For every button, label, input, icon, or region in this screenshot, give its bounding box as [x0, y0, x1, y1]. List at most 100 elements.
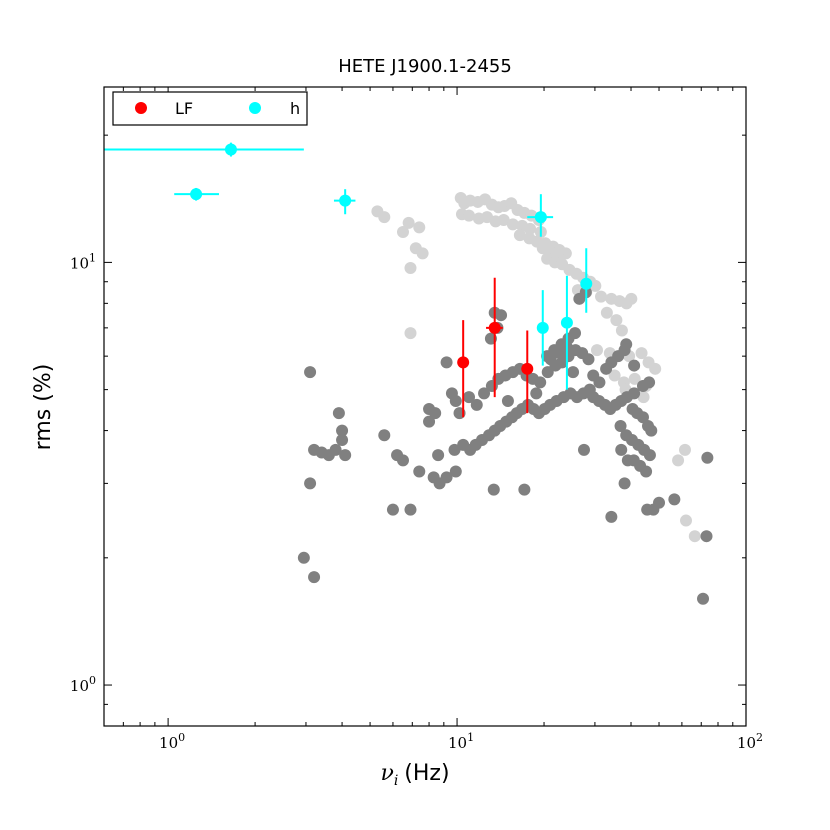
data-point	[636, 411, 649, 424]
data-point	[336, 433, 349, 446]
data-point	[628, 387, 641, 400]
data-point	[614, 420, 627, 433]
data-point	[413, 465, 426, 478]
data-point	[501, 394, 514, 407]
data-point	[440, 471, 453, 484]
data-point	[304, 477, 317, 490]
data-point	[577, 443, 590, 456]
data-point	[396, 454, 409, 467]
data-point	[534, 211, 547, 224]
data-point	[534, 376, 547, 389]
data-point	[190, 188, 203, 201]
data-point	[678, 443, 691, 456]
x-tick-label: 100	[159, 731, 185, 752]
data-point	[621, 454, 634, 467]
data-point	[386, 503, 399, 516]
data-point	[423, 415, 436, 428]
x-tick-label: 102	[737, 731, 763, 752]
data-point	[413, 221, 426, 234]
data-point	[404, 261, 417, 274]
data-point	[643, 449, 656, 462]
data-point	[628, 372, 641, 385]
data-point	[457, 356, 470, 369]
data-point	[560, 316, 573, 329]
data-point	[580, 277, 593, 290]
data-point	[700, 530, 713, 543]
legend-marker-h	[249, 102, 261, 114]
data-point	[463, 209, 476, 222]
data-point	[524, 222, 537, 235]
plot-frame	[103, 86, 747, 727]
data-point	[404, 327, 417, 340]
x-axis-unit: (Hz)	[404, 761, 449, 786]
data-point	[649, 362, 662, 375]
data-point	[488, 321, 501, 334]
data-point	[600, 306, 613, 319]
data-point	[521, 362, 534, 375]
data-point	[429, 407, 442, 420]
data-point	[544, 353, 557, 366]
data-point	[618, 477, 631, 490]
data-point	[336, 424, 349, 437]
data-point	[653, 496, 666, 509]
data-point	[620, 338, 633, 351]
data-point	[297, 551, 310, 564]
data-point	[697, 592, 710, 605]
data-point	[590, 344, 603, 357]
data-point	[688, 530, 701, 543]
data-point	[640, 465, 653, 478]
data-point	[506, 218, 519, 231]
data-point	[339, 449, 352, 462]
data-point	[378, 211, 391, 224]
legend-label-lf: LF	[175, 99, 193, 118]
legend: LF h	[112, 91, 308, 126]
data-point	[378, 429, 391, 442]
chart-title: HETE J1900.1-2455	[338, 56, 512, 77]
data-point	[416, 247, 429, 260]
data-point	[396, 226, 409, 239]
data-point	[608, 369, 621, 382]
legend-label-h: h	[290, 99, 300, 118]
data-point	[470, 398, 483, 411]
data-point	[610, 314, 623, 327]
series-h	[104, 142, 593, 390]
axis-ticks	[103, 87, 747, 727]
data-point	[605, 510, 618, 523]
data-point	[329, 443, 342, 456]
data-point	[332, 407, 345, 420]
x-axis-symbol: ν	[380, 761, 393, 786]
data-point	[448, 443, 461, 456]
series-dark-gray	[297, 286, 714, 605]
data-point	[402, 216, 415, 229]
x-axis-label: νi (Hz)	[380, 761, 449, 789]
data-point	[567, 366, 580, 379]
data-point	[308, 571, 321, 584]
data-point	[497, 213, 510, 226]
data-point	[449, 465, 462, 478]
data-point	[582, 353, 595, 366]
data-point	[569, 327, 582, 340]
data-point	[628, 359, 641, 372]
x-tick-label: 101	[448, 731, 474, 752]
data-point	[339, 194, 352, 207]
data-point	[304, 366, 317, 379]
data-point	[625, 292, 638, 305]
data-point	[645, 424, 658, 437]
data-point	[404, 503, 417, 516]
data-point	[593, 376, 606, 389]
data-point	[449, 394, 462, 407]
data-point	[615, 324, 628, 337]
data-point	[589, 279, 602, 292]
y-axis-label: rms (%)	[31, 364, 56, 451]
legend-marker-lf	[135, 102, 147, 114]
data-point	[637, 391, 650, 404]
data-point	[668, 493, 681, 506]
data-point	[478, 387, 491, 400]
data-point	[463, 391, 476, 404]
data-point	[513, 229, 526, 242]
series-lf	[457, 277, 534, 418]
data-point	[536, 321, 549, 334]
axis-tick-labels: 100 101 102 100 101	[70, 251, 763, 752]
data-point	[487, 483, 500, 496]
